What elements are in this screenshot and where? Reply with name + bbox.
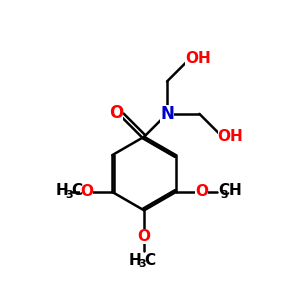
Text: C: C bbox=[218, 183, 229, 198]
Text: H: H bbox=[56, 183, 69, 198]
Text: OH: OH bbox=[218, 129, 243, 144]
Text: 3: 3 bbox=[65, 190, 73, 200]
Text: O: O bbox=[109, 103, 123, 122]
Text: O: O bbox=[80, 184, 93, 200]
Text: O: O bbox=[138, 229, 151, 244]
Text: C: C bbox=[72, 183, 83, 198]
Text: H: H bbox=[129, 253, 142, 268]
Text: H: H bbox=[228, 183, 241, 198]
Text: OH: OH bbox=[185, 51, 211, 66]
Text: 3: 3 bbox=[138, 259, 146, 269]
Text: C: C bbox=[145, 253, 156, 268]
Text: 3: 3 bbox=[220, 190, 227, 200]
Text: N: N bbox=[160, 105, 174, 123]
Text: O: O bbox=[195, 184, 208, 200]
